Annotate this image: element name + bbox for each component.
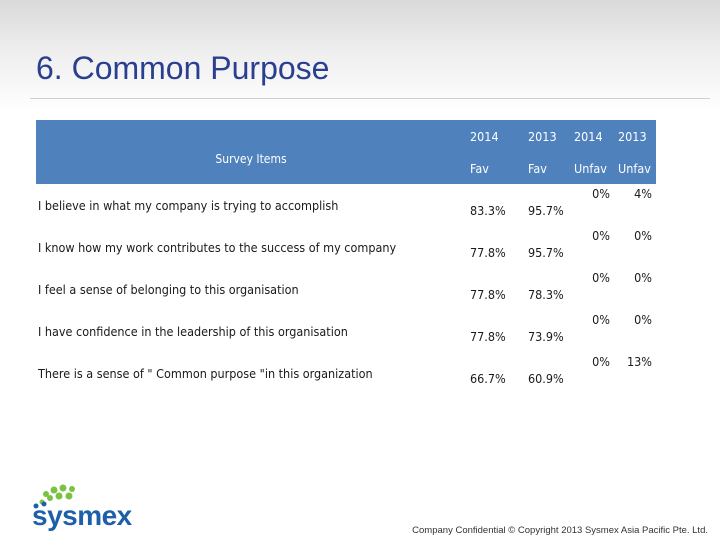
table-row: I believe in what my company is trying t… [36,184,656,226]
survey-table: Survey Items 2014 2013 2014 2013 Fav Fav… [36,120,656,394]
col-year-unfav-2013: 2013 [614,120,656,152]
unfav-2013-value: 0% [634,312,652,327]
fav-2014-value: 83.3% [470,202,506,218]
fav-2014-value: 77.8% [470,328,506,344]
fav-2013-value: 78.3% [528,286,564,302]
copyright-footer: Company Confidential © Copyright 2013 Sy… [412,525,708,536]
survey-item: I have confidence in the leadership of t… [38,323,348,339]
fav-2014-value: 77.8% [470,244,506,260]
table-row: I feel a sense of belonging to this orga… [36,268,656,310]
table-row: There is a sense of " Common purpose "in… [36,352,656,394]
unfav-2013-value: 0% [634,228,652,243]
col-type-fav-2013: Fav [524,152,570,184]
table-row: I have confidence in the leadership of t… [36,310,656,352]
unfav-2014-value: 0% [592,312,610,327]
col-type-unfav-2014: Unfav [570,152,614,184]
fav-2014-value: 77.8% [470,286,506,302]
unfav-2014-value: 0% [592,354,610,369]
title-band [0,0,720,112]
unfav-2014-value: 0% [592,228,610,243]
col-year-fav-2013: 2013 [524,120,570,152]
fav-2014-value: 66.7% [470,370,506,386]
unfav-2014-value: 0% [592,270,610,285]
unfav-2014-value: 0% [592,186,610,201]
slide-title: 6. Common Purpose [36,50,330,86]
fav-2013-value: 60.9% [528,370,564,386]
fav-2013-value: 73.9% [528,328,564,344]
fav-2013-value: 95.7% [528,202,564,218]
unfav-2013-value: 13% [627,354,652,369]
survey-item: I believe in what my company is trying t… [38,197,339,213]
survey-item: I know how my work contributes to the su… [38,239,397,255]
survey-item: There is a sense of " Common purpose "in… [38,365,373,381]
title-divider [30,98,710,99]
survey-items-header: Survey Items [36,120,466,184]
table-row: I know how my work contributes to the su… [36,226,656,268]
survey-item: I feel a sense of belonging to this orga… [38,281,299,297]
sysmex-logo-mark-icon [33,484,75,509]
unfav-2013-value: 0% [634,270,652,285]
col-year-unfav-2014: 2014 [570,120,614,152]
fav-2013-value: 95.7% [528,244,564,260]
col-year-fav-2014: 2014 [466,120,524,152]
col-type-unfav-2013: Unfav [614,152,656,184]
col-type-fav-2014: Fav [466,152,524,184]
table-header-row-years: Survey Items 2014 2013 2014 2013 [36,120,656,184]
unfav-2013-value: 4% [634,186,652,201]
sysmex-wordmark: sysmex [32,500,132,531]
